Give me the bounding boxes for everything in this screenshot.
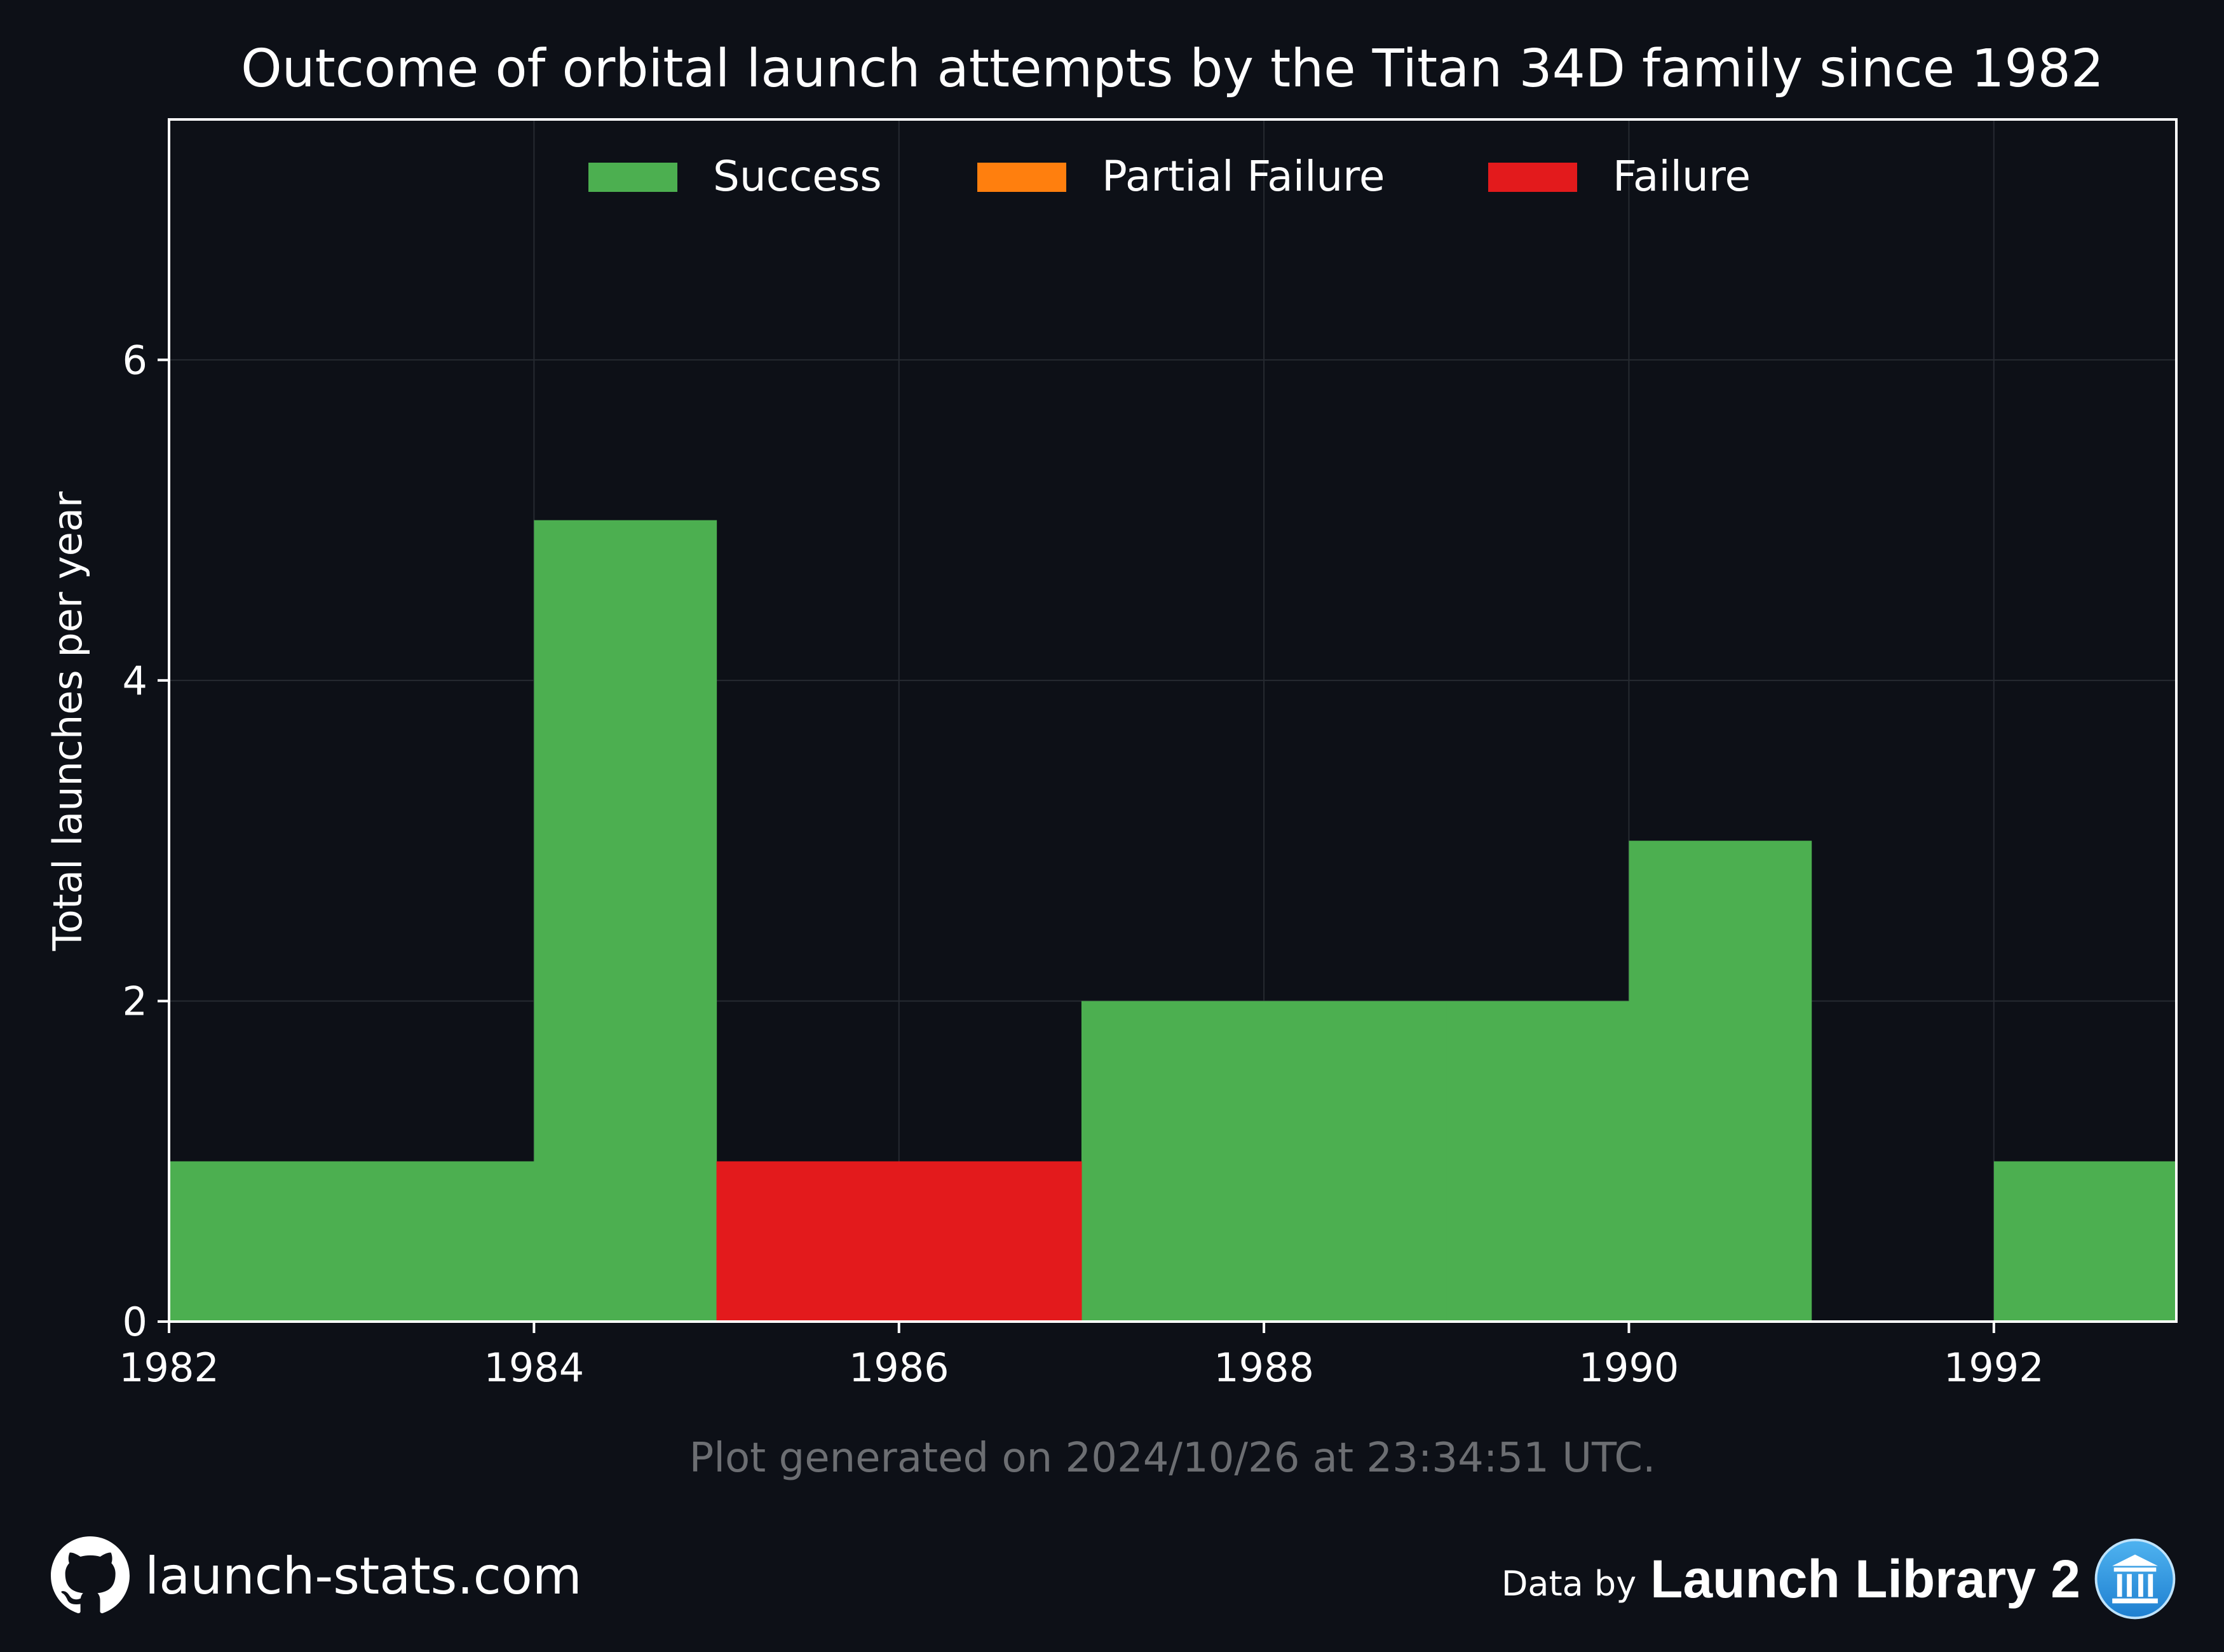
launch-library-logo-icon [2094, 1538, 2176, 1620]
data-credit[interactable]: Data by Launch Library 2 [1502, 1538, 2176, 1620]
bar-success [351, 1161, 534, 1322]
legend: Success Partial Failure Failure [588, 152, 1751, 201]
legend-label-failure: Failure [1613, 152, 1751, 201]
y-tick-label: 4 [123, 658, 147, 704]
legend-swatch-failure [1488, 163, 1577, 192]
y-axis-label: Total launches per year [44, 491, 91, 951]
y-tick-label: 0 [123, 1299, 147, 1345]
y-tick-label: 6 [123, 337, 147, 383]
axes: 1982 1984 1986 1988 1990 1992 0 2 4 6 [119, 118, 2178, 1391]
generated-timestamp: Plot generated on 2024/10/26 at 23:34:51… [689, 1435, 1656, 1482]
bar-success [1446, 1001, 1630, 1322]
x-tick-label: 1982 [119, 1344, 219, 1391]
data-source-name[interactable]: Launch Library 2 [1650, 1548, 2080, 1609]
github-icon [51, 1536, 130, 1613]
bar-success [1993, 1161, 2177, 1322]
x-tick-label: 1984 [484, 1344, 584, 1391]
x-tick-label: 1986 [849, 1344, 949, 1391]
chart-title: Outcome of orbital launch attempts by th… [241, 39, 2104, 99]
bar-success [1264, 1001, 1447, 1322]
data-by-label: Data by [1501, 1563, 1637, 1604]
legend-swatch-partial-failure [977, 163, 1066, 192]
bar-success [1629, 841, 1812, 1322]
plot-frame [168, 118, 2178, 1323]
x-tick-label: 1992 [1944, 1344, 2044, 1391]
legend-label-success: Success [713, 152, 882, 201]
bar-failure [898, 1161, 1082, 1322]
bar-failure [716, 1161, 900, 1322]
legend-label-partial-failure: Partial Failure [1102, 152, 1385, 201]
bar-success [534, 520, 717, 1322]
x-tick-label: 1988 [1214, 1344, 1314, 1391]
bar-success [169, 1161, 352, 1322]
bar-success [1081, 1001, 1265, 1322]
legend-swatch-success [588, 163, 677, 192]
x-tick-label: 1990 [1579, 1344, 1679, 1391]
site-link[interactable]: launch-stats.com [145, 1546, 582, 1606]
site-credit[interactable]: launch-stats.com [51, 1536, 582, 1614]
bars [169, 520, 2177, 1322]
y-tick-label: 2 [123, 978, 147, 1024]
